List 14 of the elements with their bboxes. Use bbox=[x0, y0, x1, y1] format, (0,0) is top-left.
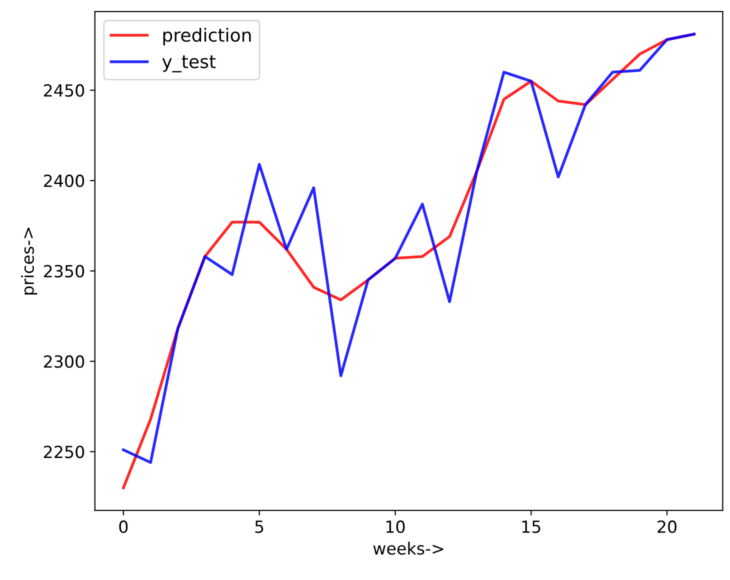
x-axis-title: weeks-> bbox=[373, 542, 444, 555]
y-tick-label: 2250 bbox=[44, 446, 84, 458]
x-tick-label: 15 bbox=[522, 520, 540, 534]
y-tick-label: 2450 bbox=[44, 84, 84, 97]
x-tick-label: 5 bbox=[255, 520, 264, 534]
x-tick-label: 0 bbox=[119, 520, 128, 534]
y-tick-label: 2400 bbox=[44, 174, 84, 188]
x-tick-label: 20 bbox=[658, 520, 676, 534]
x-tick-label: 10 bbox=[386, 520, 405, 534]
legend-label: y_test bbox=[162, 55, 216, 72]
y-axis-title: prices-> bbox=[21, 228, 38, 295]
legend-label: prediction bbox=[163, 28, 251, 46]
y-tick-label: 2300 bbox=[44, 355, 84, 368]
y-tick-label: 2350 bbox=[44, 264, 84, 278]
